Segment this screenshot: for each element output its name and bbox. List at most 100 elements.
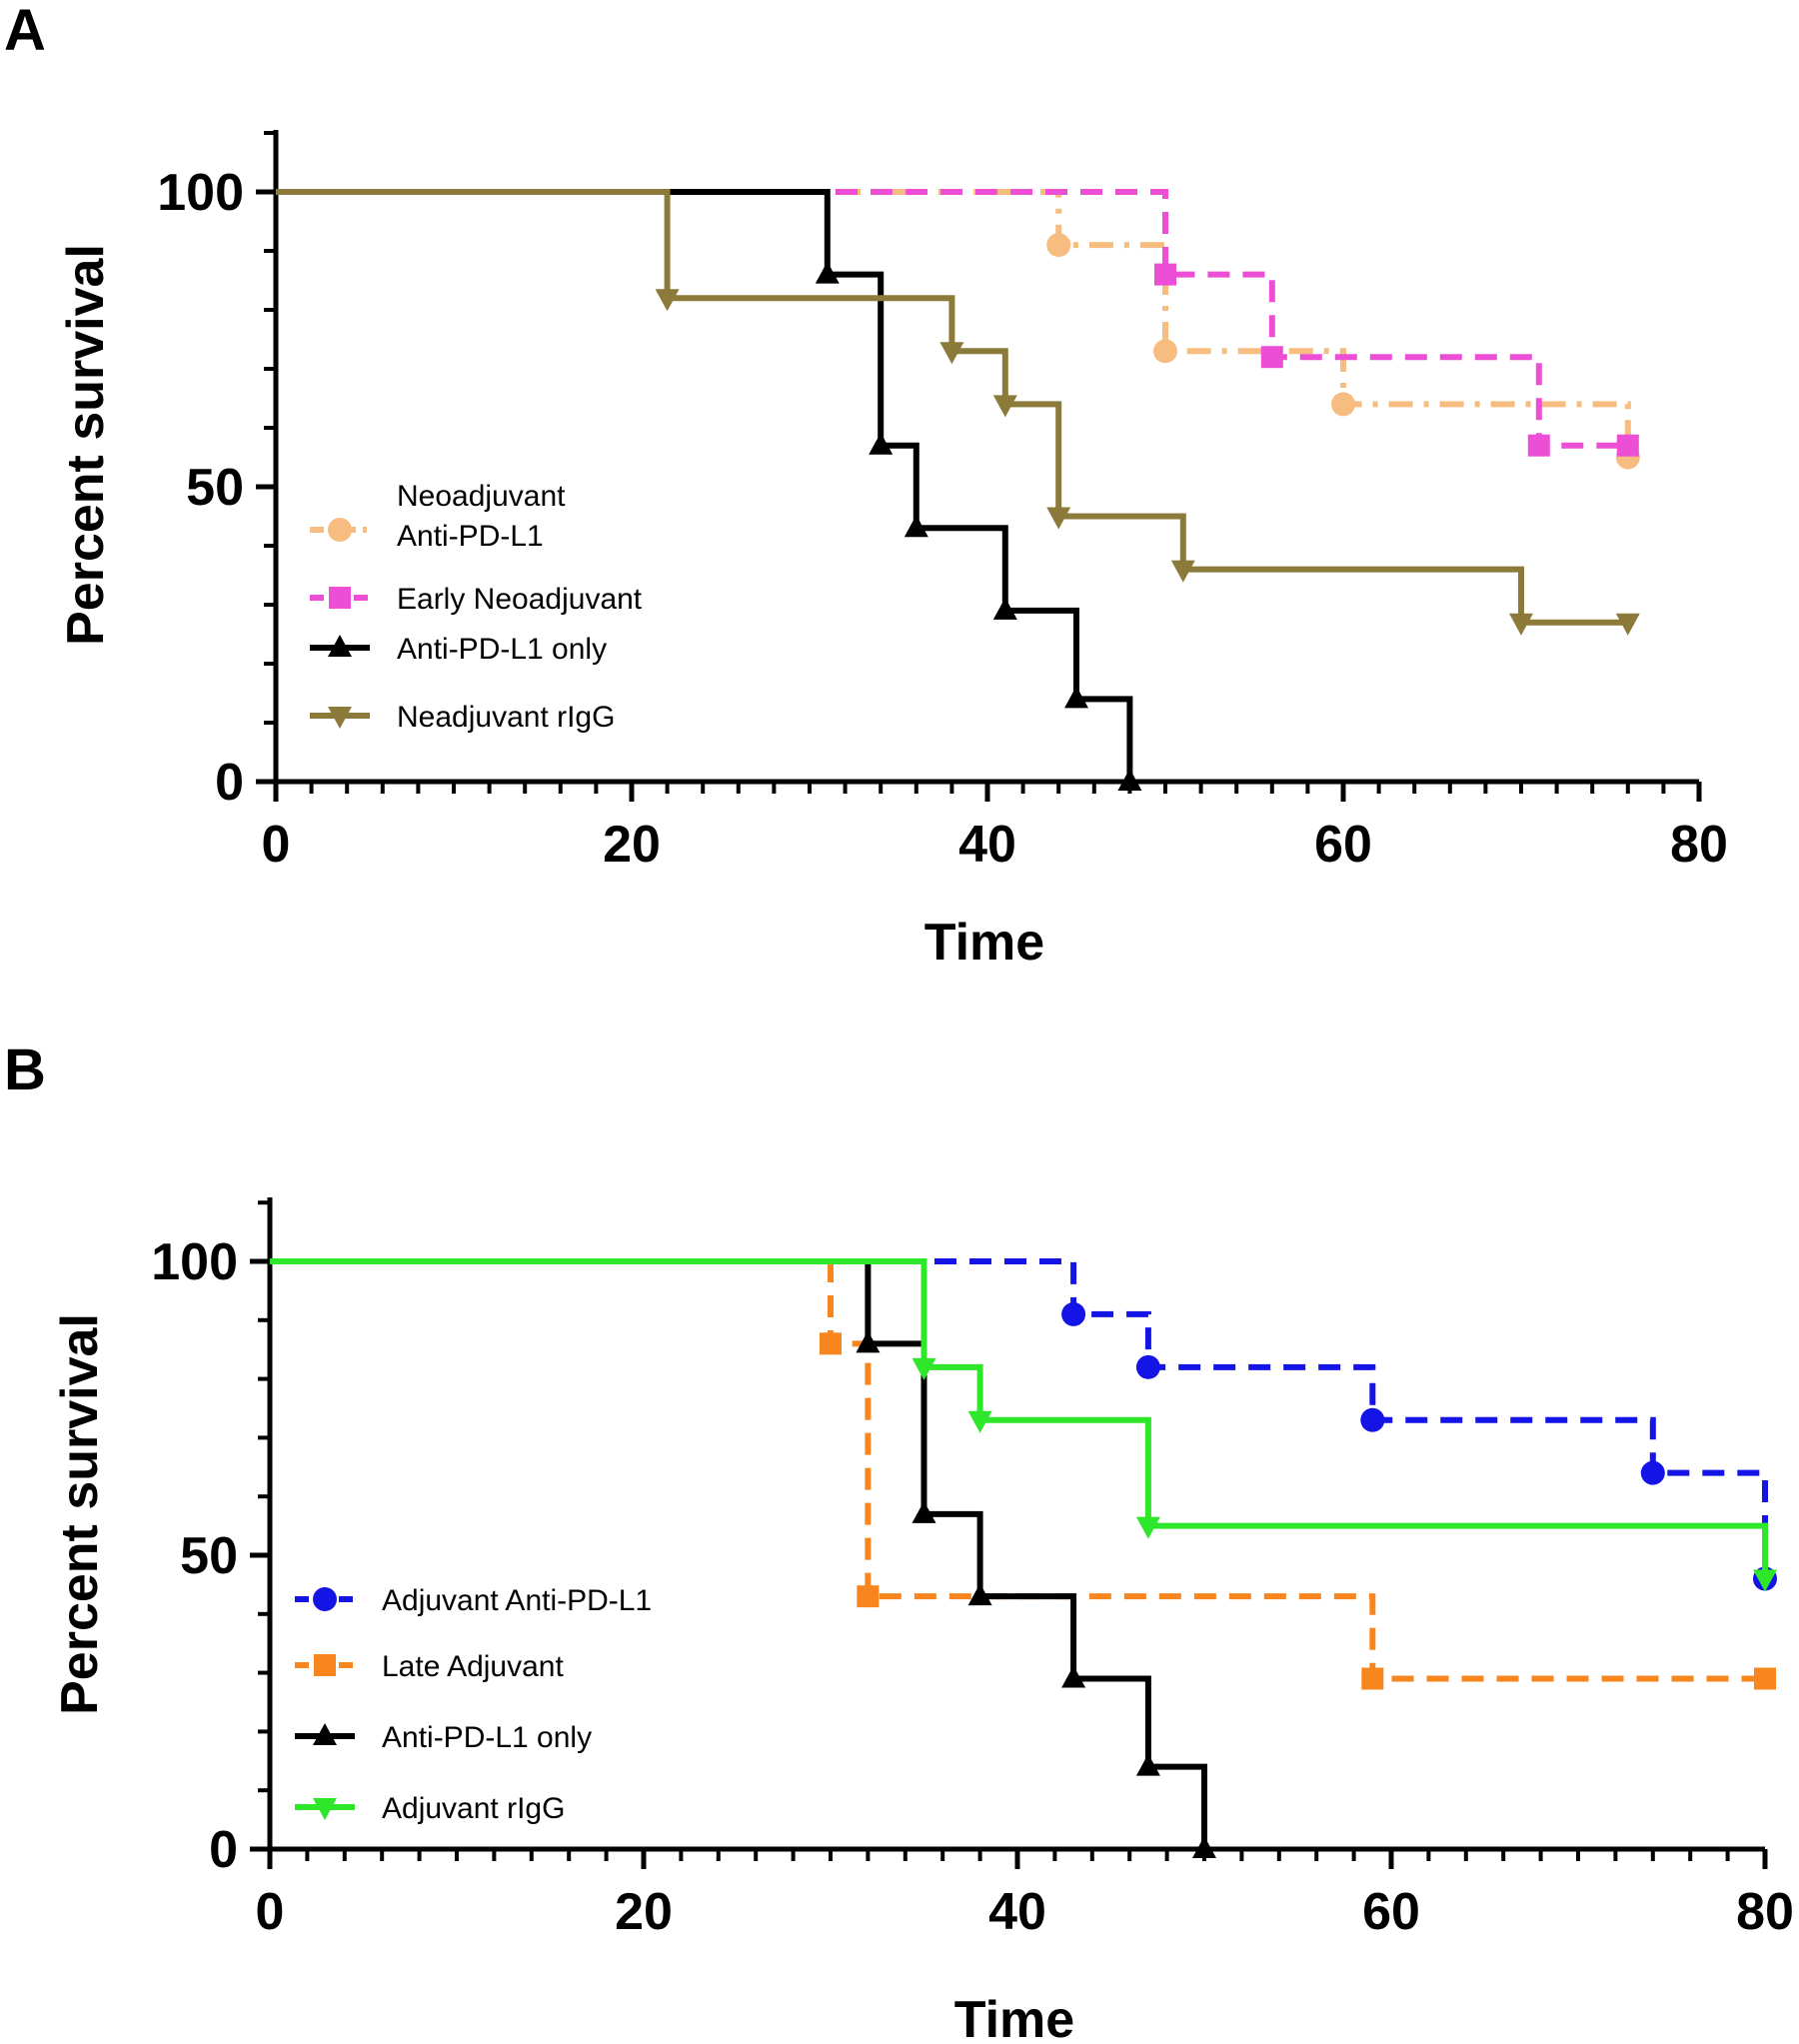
x-tick-label-b: 60 <box>1362 1883 1420 1941</box>
x-tick-label-b: 20 <box>615 1883 673 1941</box>
x-axis-label-a: Time <box>924 914 1044 972</box>
censor-marker <box>655 289 680 312</box>
y-tick-label-a: 100 <box>157 164 244 222</box>
legend-entry: Late Adjuvant <box>295 1650 564 1683</box>
censor-marker <box>1135 1516 1160 1539</box>
axes-b: 0 20 40 60 80 0 50 100 <box>151 1197 1794 1941</box>
series-neadjuvant-rigg-a <box>276 189 1640 636</box>
y-tick-label-b: 50 <box>180 1527 238 1585</box>
survival-curve <box>276 189 1628 449</box>
series-anti-pd-l1-only-b <box>270 1258 1216 1858</box>
y-axis-label-b: Percent survival <box>51 1313 109 1715</box>
series-a <box>276 189 1640 791</box>
legend-label: Late Adjuvant <box>382 1650 564 1683</box>
censor-marker <box>911 1357 936 1380</box>
survival-curve <box>270 1258 1768 1579</box>
censor-marker <box>1153 339 1177 364</box>
legend-label: Early Neoadjuvant <box>397 583 643 616</box>
x-tick-label-a: 20 <box>603 816 661 874</box>
legend-label: Adjuvant rIgG <box>382 1792 565 1825</box>
censor-marker <box>967 1583 992 1606</box>
censor-marker <box>1360 1407 1385 1432</box>
censor-marker <box>1170 560 1195 583</box>
censor-marker <box>1527 434 1550 457</box>
censor-marker <box>1154 263 1176 286</box>
series-anti-pd-l1-only-a <box>276 189 1142 791</box>
panel-label-a: A <box>4 0 46 63</box>
censor-marker <box>1061 1301 1086 1326</box>
x-tick-label-b: 40 <box>988 1883 1046 1941</box>
x-axis-label-b: Time <box>954 1991 1074 2044</box>
legend-b: Adjuvant Anti-PD-L1 Late Adjuvant Anti-PD-… <box>295 1584 652 1825</box>
censor-marker <box>869 432 894 455</box>
series-adjuvant-rigg-b <box>270 1258 1777 1592</box>
legend-a: Neoadjuvant Anti-PD-L1 Early Neoadjuvant An… <box>310 480 643 734</box>
legend-marker <box>313 1587 337 1611</box>
censor-marker <box>1135 1354 1160 1379</box>
censor-marker <box>1754 1667 1776 1690</box>
censor-marker <box>856 1330 881 1353</box>
x-tick-label-b: 0 <box>256 1883 285 1941</box>
survival-curve <box>270 1258 1768 1579</box>
axes-a: 0 20 40 60 80 0 50 100 <box>157 130 1728 874</box>
panel-label-b: B <box>4 1037 46 1102</box>
legend-marker <box>328 518 352 542</box>
x-tick-label-a: 0 <box>262 816 291 874</box>
x-tick-label-a: 60 <box>1314 816 1372 874</box>
legend-entry: Adjuvant Anti-PD-L1 <box>295 1584 652 1617</box>
censor-marker <box>992 395 1017 418</box>
censor-marker <box>911 1500 936 1523</box>
legend-entry: Adjuvant rIgG <box>295 1792 565 1825</box>
censor-marker <box>992 597 1017 620</box>
censor-marker <box>1192 1836 1216 1858</box>
censor-marker <box>1260 346 1283 369</box>
legend-label: Adjuvant Anti-PD-L1 <box>382 1584 652 1617</box>
y-tick-label-a: 0 <box>215 754 244 812</box>
y-tick-label-a: 50 <box>186 459 244 517</box>
legend-label: Anti-PD-L1 only <box>382 1721 592 1754</box>
y-axis-label-a: Percent survival <box>57 244 115 646</box>
censor-marker <box>1061 1665 1086 1688</box>
survival-curve <box>270 1258 1207 1849</box>
legend-marker <box>328 635 352 657</box>
legend-label: Neoadjuvant <box>397 480 566 513</box>
censor-marker <box>1509 613 1533 636</box>
legend-label: Anti-PD-L1 only <box>397 633 607 666</box>
legend-marker <box>314 1654 336 1676</box>
x-tick-label-b: 80 <box>1736 1883 1794 1941</box>
censor-marker <box>857 1585 880 1608</box>
legend-label: Anti-PD-L1 <box>397 520 544 553</box>
censor-marker <box>1331 392 1355 417</box>
censor-marker <box>1046 233 1071 258</box>
x-tick-label-a: 40 <box>958 816 1016 874</box>
legend-entry: Anti-PD-L1 only <box>310 633 607 666</box>
series-adjuvant-anti-pd-l1-b <box>270 1258 1777 1591</box>
censor-marker <box>1046 507 1071 530</box>
series-late-adjuvant-b <box>270 1258 1776 1690</box>
legend-marker <box>329 587 351 609</box>
panel-a: A Time Percent survival 0 20 40 60 80050100 … <box>4 0 1728 972</box>
censor-marker <box>1753 1569 1777 1592</box>
legend-marker <box>313 1798 337 1820</box>
censor-marker <box>1361 1667 1384 1690</box>
censor-marker <box>967 1410 992 1433</box>
legend-entry: Anti-PD-L1 only <box>295 1721 592 1754</box>
legend-entry: Neadjuvant rIgG <box>310 701 615 734</box>
legend-entry: Early Neoadjuvant <box>310 583 643 616</box>
survival-curve <box>276 189 1628 626</box>
panel-b: B Time Percent survival 0 20 40 60 80050100 … <box>4 1037 1794 2044</box>
survival-curve <box>270 1258 1765 1682</box>
censor-marker <box>939 342 964 365</box>
censor-marker <box>820 1332 842 1355</box>
legend-marker <box>313 1723 337 1745</box>
censor-marker <box>1064 686 1088 709</box>
legend-entry: Neoadjuvant Anti-PD-L1 <box>310 480 566 553</box>
censor-marker <box>815 261 840 284</box>
series-b <box>270 1258 1777 1858</box>
censor-marker <box>1640 1460 1665 1485</box>
censor-marker <box>903 515 928 538</box>
legend-marker <box>328 707 352 729</box>
survival-curve <box>276 189 1631 458</box>
censor-marker <box>1615 613 1640 636</box>
